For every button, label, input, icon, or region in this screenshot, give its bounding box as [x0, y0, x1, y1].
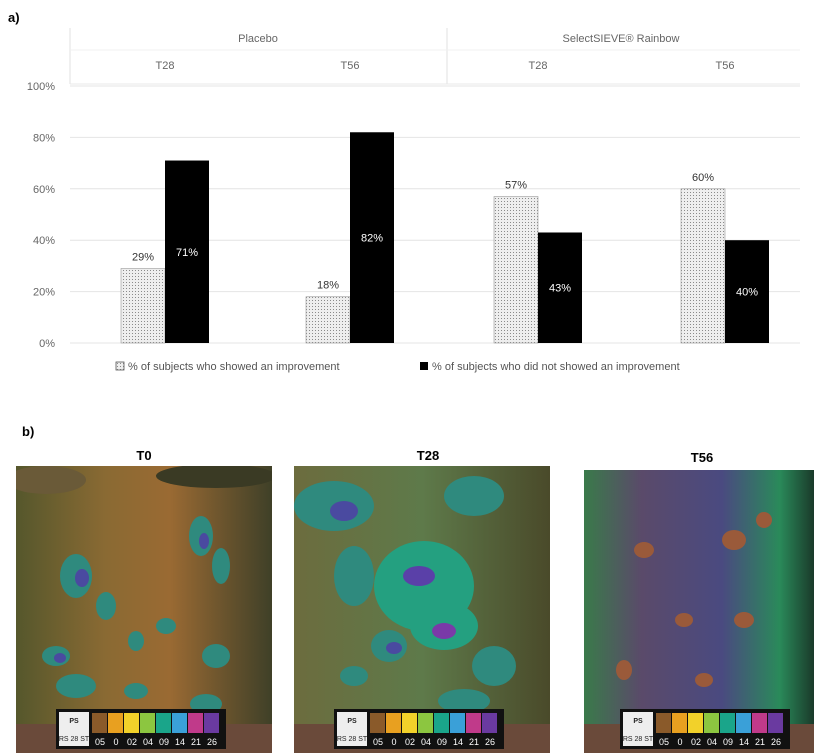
strip-color-cell	[720, 713, 735, 733]
category-label: T28	[529, 60, 548, 72]
strip-number: 26	[771, 737, 781, 747]
strip-color-cell	[688, 713, 703, 733]
strip-number: 09	[437, 737, 447, 747]
strip-number: 09	[723, 737, 733, 747]
strip-label-box	[337, 712, 367, 746]
data-label-not-improved: 71%	[176, 247, 198, 259]
strip-color-cell	[370, 713, 385, 733]
photo-title-t28: T28	[416, 448, 440, 463]
strip-number: 02	[405, 737, 415, 747]
strip-color-cell	[482, 713, 497, 733]
strip-number: 05	[373, 737, 383, 747]
strip-label-box	[623, 712, 653, 746]
skin-photo-t28: PS RS 28 ST 05 0 02 04 09 14 21 26	[294, 466, 550, 753]
data-label-not-improved: 43%	[549, 283, 571, 295]
strip-color-cell	[204, 713, 219, 733]
strip-code: RS 28 ST	[623, 736, 654, 743]
strip-number: 26	[485, 737, 495, 747]
legend-swatch-improved	[115, 361, 125, 371]
bar-not-improved	[165, 160, 209, 343]
panel-a-label: a)	[8, 10, 20, 25]
strip-color-cell	[752, 713, 767, 733]
strip-number: 02	[691, 737, 701, 747]
y-tick-label: 100%	[27, 81, 55, 93]
y-tick-label: 80%	[33, 132, 55, 144]
strip-color-cell	[656, 713, 671, 733]
photo-title-t0: T0	[136, 448, 152, 463]
bar-not-improved	[538, 232, 582, 343]
y-tick-label: 40%	[33, 235, 55, 247]
strip-color-cell	[434, 713, 449, 733]
group-label: SelectSIEVE® Rainbow	[563, 33, 680, 45]
strip-color-cell	[704, 713, 719, 733]
y-tick-label: 0%	[39, 338, 55, 350]
strip-color-cell	[418, 713, 433, 733]
strip-color-cell	[736, 713, 751, 733]
strip-number: 04	[421, 737, 431, 747]
category-label: T28	[156, 60, 175, 72]
strip-color-cell	[466, 713, 481, 733]
strip-color-cell	[108, 713, 123, 733]
strip-number: 05	[659, 737, 669, 747]
strip-number: 05	[95, 737, 105, 747]
strip-color-cell	[386, 713, 401, 733]
legend-label-not-improved: % of subjects who did not showed an impr…	[432, 361, 680, 373]
data-label-not-improved: 82%	[361, 233, 383, 245]
strip-color-cell	[140, 713, 155, 733]
strip-number: 14	[453, 737, 463, 747]
strip-number: 21	[755, 737, 765, 747]
data-label-improved: 57%	[505, 180, 527, 192]
strip-brand: PS	[633, 718, 643, 725]
strip-number: 04	[707, 737, 717, 747]
strip-number: 0	[391, 737, 396, 747]
strip-number: 0	[677, 737, 682, 747]
bar-improved	[680, 188, 726, 344]
photo-title-t56: T56	[690, 450, 714, 465]
strip-number: 02	[127, 737, 137, 747]
data-label-not-improved: 40%	[736, 287, 758, 299]
strip-number: 09	[159, 737, 169, 747]
bar-improved	[120, 268, 166, 344]
strip-number: 21	[469, 737, 479, 747]
data-label-improved: 29%	[132, 251, 154, 263]
y-tick-label: 60%	[33, 184, 55, 196]
strip-color-cell	[124, 713, 139, 733]
strip-brand: PS	[347, 718, 357, 725]
strip-code: RS 28 ST	[59, 736, 90, 743]
category-label: T56	[716, 60, 735, 72]
data-label-improved: 60%	[692, 172, 714, 184]
strip-label-box	[59, 712, 89, 746]
strip-color-cell	[672, 713, 687, 733]
strip-number: 14	[175, 737, 185, 747]
strip-code: RS 28 ST	[337, 736, 368, 743]
category-label: T56	[341, 60, 360, 72]
legend-swatch-not-improved	[420, 362, 428, 370]
panel-b-label: b)	[22, 424, 35, 439]
group-label: Placebo	[238, 33, 278, 45]
strip-number: 04	[143, 737, 153, 747]
strip-brand: PS	[69, 718, 79, 725]
strip-color-cell	[172, 713, 187, 733]
strip-color-cell	[402, 713, 417, 733]
strip-color-cell	[188, 713, 203, 733]
strip-color-cell	[92, 713, 107, 733]
strip-color-cell	[156, 713, 171, 733]
bar-improved	[305, 296, 351, 344]
skin-photo-t0: PS RS 28 ST 05 0 02 04 09 14 21 26	[16, 466, 272, 753]
y-tick-label: 20%	[33, 287, 55, 299]
strip-number: 21	[191, 737, 201, 747]
strip-number: 14	[739, 737, 749, 747]
strip-number: 0	[113, 737, 118, 747]
bar-improved	[493, 196, 539, 344]
legend-label-improved: % of subjects who showed an improvement	[128, 361, 340, 373]
strip-number: 26	[207, 737, 217, 747]
bar-not-improved	[725, 240, 769, 343]
bar-not-improved	[350, 132, 394, 343]
strip-color-cell	[768, 713, 783, 733]
data-label-improved: 18%	[317, 280, 339, 292]
bar-chart: Placebo SelectSIEVE® Rainbow T28 T56 T28 T56 0…	[27, 28, 800, 373]
skin-photo-t56: PS RS 28 ST 05 0 02 04 09 14 21 26	[584, 470, 814, 753]
strip-color-cell	[450, 713, 465, 733]
